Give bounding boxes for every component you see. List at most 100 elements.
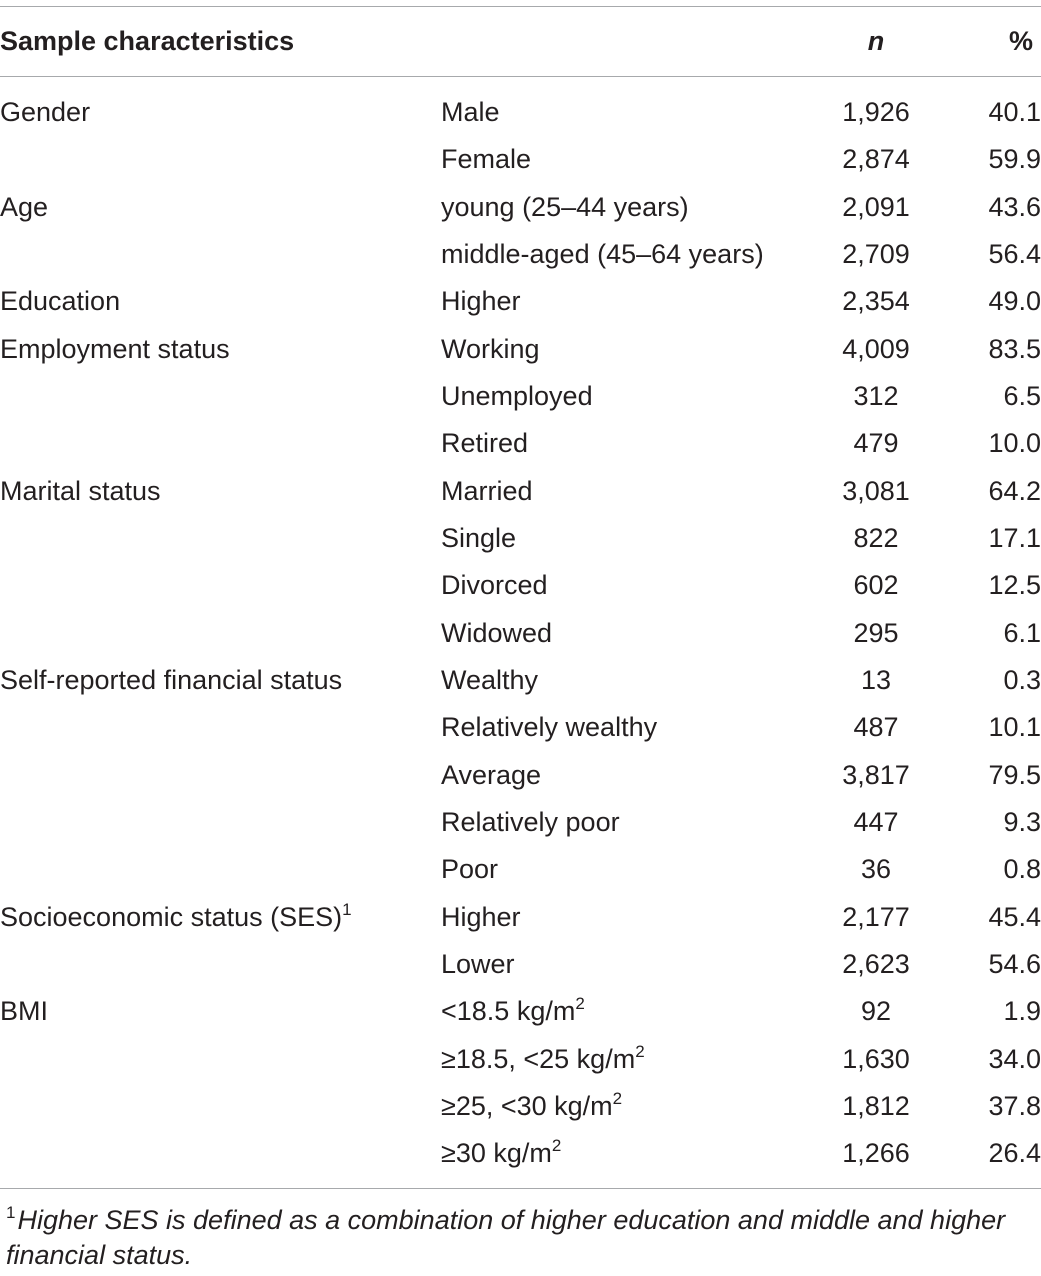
level-cell: Relatively poor [441,799,815,846]
level-cell: Higher [441,278,815,325]
percent-cell: 6.5 [1003,381,1041,412]
characteristic-cell: Gender [0,89,441,136]
characteristic-cell [0,562,441,609]
level-label: Divorced [441,570,548,601]
percent-cell: 37.8 [988,1091,1041,1122]
level-cell: ≥30 kg/m2 [441,1130,815,1177]
count-cell: 3,817 [842,759,910,790]
percent-cell: 12.5 [988,570,1041,601]
level-label: Single [441,523,517,554]
table-row: Socioeconomic status (SES)1 Higher 2,177 45… [0,894,1041,941]
count-cell: 2,354 [842,286,910,317]
characteristic-cell [0,1036,441,1083]
characteristic-label: Age [0,191,49,222]
count-cell: 479 [853,428,899,459]
table-header-rule [0,76,1041,77]
table-row: Self-reported financial status Wealthy 13 0… [0,657,1041,704]
level-cell: Retired [441,420,815,467]
level-label: Higher [441,286,521,317]
level-cell: Average [441,752,815,799]
level-label: Wealthy [441,665,539,696]
level-cell: Female [441,136,815,183]
characteristic-cell [0,799,441,846]
table-row: Relatively poor 447 9.3 [0,799,1041,846]
level-cell: Poor [441,846,815,893]
characteristic-cell [0,136,441,183]
table-row: Lower 2,623 54.6 [0,941,1041,988]
table-row: BMI <18.5 kg/m2 92 1.9 [0,988,1041,1035]
level-label: Lower [441,949,515,980]
level-cell: Lower [441,941,815,988]
level-label: Retired [441,428,529,459]
table-footnote: 1Higher SES is defined as a combination … [6,1203,1036,1273]
characteristic-cell [0,373,441,420]
count-cell: 36 [860,854,892,885]
level-label: Married [441,475,533,506]
level-label: young (25–44 years) [441,191,689,222]
percent-cell: 59.9 [988,144,1041,175]
header-sample-characteristics: Sample characteristics [0,26,295,56]
level-cell: Wealthy [441,657,815,704]
table-row: Female 2,874 59.9 [0,136,1041,183]
characteristic-cell: Socioeconomic status (SES)1 [0,894,441,941]
characteristic-label: Gender [0,97,91,128]
table-row: Education Higher 2,354 49.0 [0,278,1041,325]
characteristic-cell: Marital status [0,468,441,515]
table-row: ≥25, <30 kg/m2 1,812 37.8 [0,1083,1041,1130]
characteristic-cell: Employment status [0,326,441,373]
percent-cell: 40.1 [988,97,1041,128]
table-row: Employment status Working 4,009 83.5 [0,326,1041,373]
unit-superscript: 2 [575,994,585,1014]
table-row: Divorced 602 12.5 [0,562,1041,609]
count-cell: 312 [853,381,899,412]
level-label: Unemployed [441,381,593,412]
table-top-rule [0,6,1041,7]
percent-cell: 0.3 [1003,665,1041,696]
level-cell: ≥18.5, <25 kg/m2 [441,1036,815,1083]
level-label: ≥30 kg/m [441,1138,552,1169]
characteristic-cell: Age [0,184,441,231]
level-label: ≥25, <30 kg/m [441,1091,613,1122]
level-cell: Married [441,468,815,515]
table-row: Widowed 295 6.1 [0,610,1041,657]
count-cell: 1,926 [842,97,910,128]
percent-cell: 56.4 [988,239,1041,270]
percent-cell: 1.9 [1003,996,1041,1027]
table-row: Poor 36 0.8 [0,846,1041,893]
characteristic-cell [0,704,441,751]
characteristic-cell [0,231,441,278]
characteristic-cell: BMI [0,988,441,1035]
characteristic-cell [0,752,441,799]
level-label: Average [441,759,542,790]
level-label: middle-aged (45–64 years) [441,239,764,270]
percent-cell: 49.0 [988,286,1041,317]
table-header-row: Sample characteristics n % [0,18,1041,65]
level-cell: Widowed [441,610,815,657]
level-cell: ≥25, <30 kg/m2 [441,1083,815,1130]
percent-cell: 6.1 [1003,617,1041,648]
level-cell: Male [441,89,815,136]
count-cell: 2,091 [842,191,910,222]
characteristic-cell [0,515,441,562]
percent-cell: 26.4 [988,1138,1041,1169]
level-label: Female [441,144,532,175]
percent-cell: 45.4 [988,901,1041,932]
percent-cell: 0.8 [1003,854,1041,885]
count-cell: 447 [853,807,899,838]
level-cell: Higher [441,894,815,941]
count-cell: 487 [853,712,899,743]
table-row: middle-aged (45–64 years) 2,709 56.4 [0,231,1041,278]
characteristic-cell [0,610,441,657]
footnote-text: Higher SES is defined as a combination o… [6,1205,1006,1270]
level-cell: Single [441,515,815,562]
table-row: Age young (25–44 years) 2,091 43.6 [0,184,1041,231]
header-percent: % [1008,26,1033,56]
level-label: Poor [441,854,499,885]
characteristic-label: Socioeconomic status (SES) [0,901,343,932]
count-cell: 295 [853,617,899,648]
count-cell: 602 [853,570,899,601]
level-label: Relatively poor [441,807,620,838]
table-row: Gender Male 1,926 40.1 [0,89,1041,136]
percent-cell: 43.6 [988,191,1041,222]
